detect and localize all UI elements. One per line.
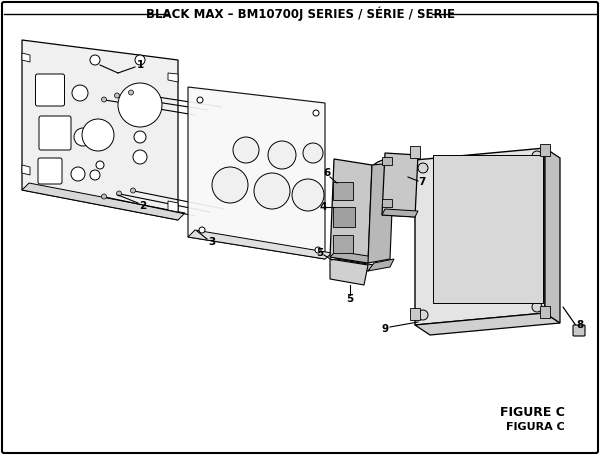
Circle shape — [336, 184, 350, 198]
Circle shape — [90, 170, 100, 180]
Polygon shape — [22, 53, 30, 62]
Text: 3: 3 — [208, 237, 215, 247]
Circle shape — [340, 241, 346, 247]
Circle shape — [532, 302, 542, 312]
Text: 1: 1 — [136, 60, 143, 70]
Circle shape — [576, 327, 582, 333]
Polygon shape — [368, 259, 394, 271]
Circle shape — [133, 150, 147, 164]
Polygon shape — [188, 230, 332, 259]
Circle shape — [334, 165, 338, 170]
Polygon shape — [168, 201, 178, 212]
Circle shape — [344, 268, 352, 276]
Polygon shape — [330, 159, 372, 263]
Bar — [333, 182, 353, 200]
Circle shape — [135, 55, 145, 65]
Circle shape — [340, 188, 346, 194]
Text: BLACK MAX – BM10700J SERIES / SÉRIE / SERIE: BLACK MAX – BM10700J SERIES / SÉRIE / SE… — [146, 7, 455, 21]
Circle shape — [74, 128, 92, 146]
Text: 5: 5 — [316, 248, 323, 258]
Text: 7: 7 — [418, 177, 425, 187]
Text: 9: 9 — [382, 324, 389, 334]
Circle shape — [292, 179, 324, 211]
FancyBboxPatch shape — [38, 158, 62, 184]
Circle shape — [115, 93, 119, 98]
Text: 2: 2 — [139, 201, 146, 211]
Polygon shape — [410, 146, 420, 158]
Circle shape — [364, 159, 416, 211]
Text: 8: 8 — [577, 320, 584, 330]
Bar — [333, 235, 353, 253]
Circle shape — [336, 209, 352, 225]
Circle shape — [336, 237, 350, 251]
Circle shape — [385, 201, 389, 206]
Circle shape — [418, 310, 428, 320]
Circle shape — [315, 247, 321, 253]
Polygon shape — [330, 251, 374, 263]
Polygon shape — [368, 163, 394, 263]
Circle shape — [542, 309, 548, 315]
Circle shape — [101, 97, 107, 102]
Text: FIGURE C: FIGURE C — [500, 406, 565, 420]
Circle shape — [128, 90, 133, 95]
Polygon shape — [22, 165, 30, 175]
Circle shape — [303, 143, 323, 163]
Circle shape — [532, 151, 542, 161]
Circle shape — [254, 173, 290, 209]
Bar — [382, 199, 392, 207]
Circle shape — [71, 167, 85, 181]
Circle shape — [118, 83, 162, 127]
Circle shape — [412, 311, 418, 317]
Polygon shape — [540, 144, 550, 156]
Text: 4: 4 — [319, 202, 326, 212]
FancyBboxPatch shape — [35, 74, 65, 106]
Circle shape — [380, 175, 400, 195]
Polygon shape — [188, 87, 325, 259]
Text: 5: 5 — [346, 294, 353, 304]
Circle shape — [199, 227, 205, 233]
Polygon shape — [382, 153, 418, 217]
Polygon shape — [382, 209, 418, 217]
Text: FIGURA C: FIGURA C — [506, 422, 565, 432]
Polygon shape — [410, 308, 420, 320]
Polygon shape — [415, 313, 560, 335]
Polygon shape — [330, 259, 374, 271]
Circle shape — [340, 264, 356, 280]
Circle shape — [332, 253, 337, 258]
Circle shape — [418, 163, 428, 173]
Circle shape — [385, 180, 395, 190]
Circle shape — [233, 137, 259, 163]
Circle shape — [197, 97, 203, 103]
Circle shape — [134, 131, 146, 143]
Bar — [382, 157, 392, 165]
Polygon shape — [22, 183, 185, 220]
Circle shape — [340, 213, 348, 221]
Circle shape — [116, 191, 121, 196]
Circle shape — [82, 119, 114, 151]
Circle shape — [268, 141, 296, 169]
Polygon shape — [22, 40, 178, 220]
Text: 6: 6 — [323, 168, 331, 178]
Bar — [433, 155, 543, 303]
Circle shape — [131, 188, 136, 193]
FancyBboxPatch shape — [573, 325, 585, 336]
Polygon shape — [545, 148, 560, 323]
Bar — [333, 207, 355, 227]
Circle shape — [90, 55, 100, 65]
Polygon shape — [168, 73, 178, 82]
Circle shape — [412, 149, 418, 155]
Circle shape — [542, 147, 548, 153]
FancyBboxPatch shape — [39, 116, 71, 150]
Circle shape — [372, 167, 408, 203]
Circle shape — [212, 167, 248, 203]
Circle shape — [385, 158, 389, 163]
Circle shape — [361, 168, 367, 173]
Circle shape — [101, 194, 107, 199]
Polygon shape — [415, 148, 545, 325]
Circle shape — [361, 258, 365, 263]
Circle shape — [313, 110, 319, 116]
Polygon shape — [330, 259, 368, 285]
Polygon shape — [540, 306, 550, 318]
Circle shape — [96, 161, 104, 169]
